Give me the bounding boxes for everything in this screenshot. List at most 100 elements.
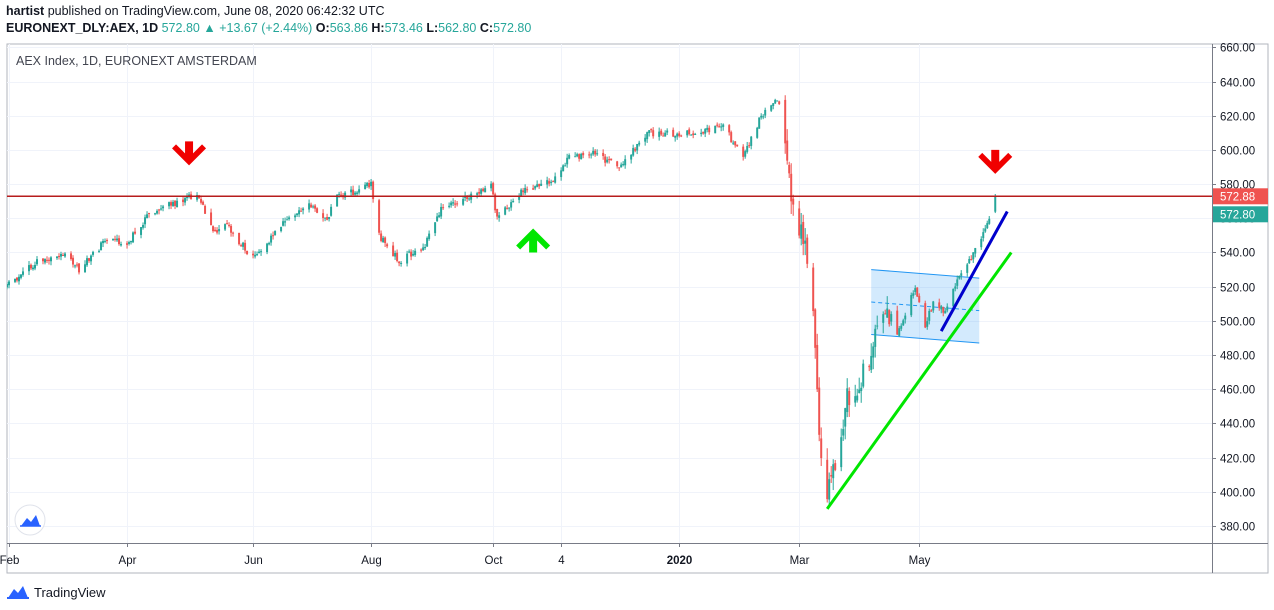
candle-down (552, 181, 555, 183)
x-tick-label: Mar (790, 555, 810, 567)
y-tick-label: 480.00 (1220, 351, 1255, 363)
candle-down (718, 126, 721, 128)
candle-up (156, 210, 159, 214)
tradingview-logo-icon[interactable] (6, 583, 30, 601)
candle-down (672, 129, 675, 137)
down-arrow-icon[interactable] (172, 141, 207, 166)
candle-up (828, 479, 831, 500)
candle-up (658, 131, 661, 137)
candle-up (476, 193, 479, 195)
candle-up (776, 100, 779, 102)
channel-bottom-line[interactable] (871, 334, 980, 344)
candle-up (746, 145, 749, 152)
candle-up (160, 208, 163, 210)
candle-down (728, 125, 731, 133)
candle-down (118, 238, 121, 245)
candle-down (392, 245, 395, 257)
candle-up (886, 308, 889, 318)
candle-up (408, 251, 411, 253)
candle-down (820, 438, 823, 459)
candle-down (396, 252, 399, 261)
publish-text: published on TradingView.com, June 08, 2… (47, 4, 385, 18)
candle-up (462, 198, 465, 205)
price-axis[interactable]: 380.00 400.00 420.00 440.00 460.00 480.00 500.… (1212, 43, 1255, 534)
candle-down (618, 167, 621, 169)
candle-up (876, 325, 879, 327)
y-tick-label: 440.00 (1220, 419, 1255, 431)
blue-trendline[interactable] (939, 210, 1009, 332)
candle-down (602, 152, 605, 157)
y-tick-label: 660.00 (1220, 43, 1255, 55)
candle-up (112, 238, 115, 241)
low-value: 562.80 (438, 21, 477, 35)
candle-up (36, 259, 39, 265)
x-tick-label: Aug (361, 555, 381, 567)
candle-up (364, 184, 367, 190)
candle-up (128, 242, 131, 244)
candle-down (72, 257, 75, 265)
candle-up (490, 183, 493, 189)
candle-up (100, 242, 103, 251)
candle-down (322, 213, 325, 219)
up-arrow-icon[interactable] (516, 228, 551, 253)
candle-down (58, 256, 61, 258)
candle-down (716, 124, 719, 126)
change-arrow-icon: ▲ (203, 21, 216, 35)
candle-up (32, 267, 35, 270)
candle-up (954, 286, 957, 289)
open-label: O: (315, 21, 330, 35)
arrow-markers[interactable] (172, 141, 1013, 253)
candle-up (510, 202, 513, 208)
candle-up (296, 213, 299, 216)
candle-down (368, 183, 371, 188)
candle-up (648, 130, 651, 134)
candle-up (762, 116, 765, 118)
candle-up (428, 233, 431, 239)
author-name[interactable]: hartist (6, 4, 45, 18)
candle-up (720, 126, 723, 128)
candle-up (140, 227, 143, 235)
green-trendline[interactable] (825, 251, 1013, 510)
drawings[interactable] (7, 195, 1212, 510)
price-chart[interactable]: AEX Index, 1D, EURONEXT AMSTERDAM 380.00… (0, 0, 1274, 580)
footer-brand[interactable]: TradingView (34, 584, 106, 600)
candle-up (536, 184, 539, 187)
y-tick-label: 400.00 (1220, 488, 1255, 500)
candle-up (700, 132, 703, 135)
candle-up (914, 288, 917, 293)
price-tag-label-resistance: 572.88 (1220, 191, 1255, 203)
candle-up (284, 221, 287, 223)
candle-up (60, 253, 63, 257)
candle-down (420, 249, 423, 251)
candle-down (608, 159, 611, 161)
candle-down (204, 205, 207, 214)
candle-up (636, 144, 639, 151)
candle-up (860, 387, 863, 391)
y-tick-label: 420.00 (1220, 454, 1255, 466)
candle-down (70, 253, 73, 260)
tradingview-watermark-icon[interactable] (14, 504, 46, 536)
candle-up (104, 240, 107, 242)
down-arrow-icon[interactable] (978, 149, 1013, 174)
candle-up (394, 253, 397, 257)
candle-up (512, 200, 515, 203)
candle-down (202, 201, 205, 205)
candle-up (74, 265, 77, 267)
candle-down (848, 390, 851, 406)
candle-down (230, 225, 233, 233)
candle-up (22, 271, 25, 275)
candle-down (442, 207, 445, 209)
candle-up (370, 181, 373, 187)
candle-up (452, 202, 455, 204)
candle-down (78, 263, 81, 273)
candle-down (692, 133, 695, 136)
time-axis[interactable]: Feb Apr Jun Aug Oct 4 2020 Mar May (0, 543, 931, 567)
close-value: 572.80 (493, 21, 532, 35)
candle-up (518, 196, 521, 200)
candle-down (42, 258, 45, 262)
candle-up (144, 217, 147, 225)
candle-up (484, 188, 487, 193)
candle-down (454, 203, 457, 205)
candle-down (46, 259, 49, 261)
candle-up (268, 242, 271, 245)
